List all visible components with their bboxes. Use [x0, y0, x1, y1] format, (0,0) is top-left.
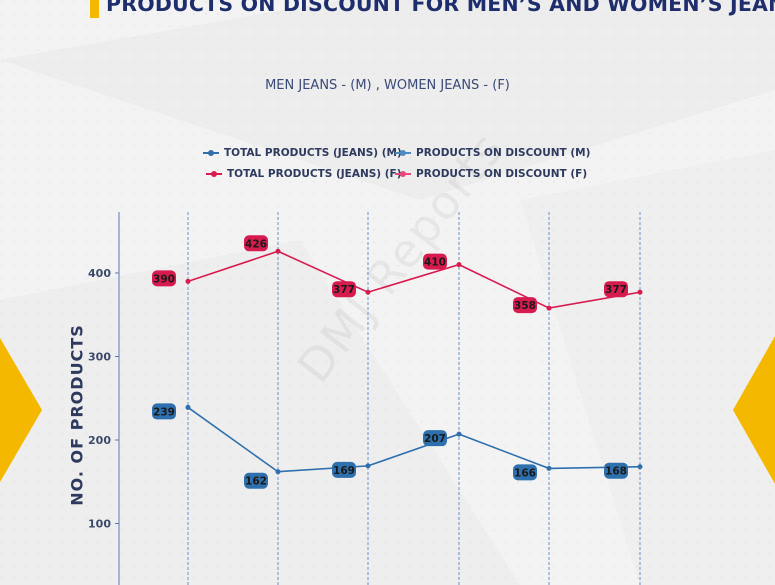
legend-label: TOTAL PRODUCTS (JEANS) (F) — [227, 168, 402, 180]
chart-title: PRODUCTS ON DISCOUNT FOR MEN’S AND WOMEN… — [106, 0, 775, 16]
left-accent-shape — [0, 338, 42, 482]
legend-item-men-total[interactable]: TOTAL PRODUCTS (JEANS) (M) — [203, 146, 402, 160]
data-label: 168 — [605, 466, 627, 478]
data-point — [185, 404, 191, 410]
right-accent-shape — [733, 336, 775, 484]
data-label-box — [423, 253, 447, 270]
legend-swatch — [206, 169, 222, 179]
legend-label: PRODUCTS ON DISCOUNT (M) — [416, 147, 591, 159]
legend-swatch — [203, 148, 219, 158]
data-point — [456, 262, 462, 268]
legend-item-women-discount[interactable]: PRODUCTS ON DISCOUNT (F) — [395, 167, 587, 181]
title-accent-bar — [90, 0, 99, 18]
data-label-box — [513, 464, 537, 481]
data-label: 377 — [333, 284, 355, 296]
data-label-box — [152, 270, 176, 287]
data-label: 169 — [333, 465, 355, 477]
data-point — [365, 463, 371, 469]
y-tick-label: 200 — [88, 434, 111, 447]
data-point — [275, 248, 281, 254]
data-point — [546, 305, 552, 311]
data-label-box — [604, 462, 628, 479]
data-point — [637, 464, 643, 470]
legend-label: PRODUCTS ON DISCOUNT (F) — [416, 168, 588, 180]
y-tick-label: 400 — [88, 267, 111, 280]
y-tick-label: 300 — [88, 351, 111, 364]
data-point — [456, 431, 462, 437]
data-label: 426 — [245, 238, 267, 250]
legend-swatch — [395, 148, 411, 158]
data-label-box — [332, 461, 356, 478]
chart-subtitle: MEN JEANS - (M) , WOMEN JEANS - (F) — [265, 78, 510, 93]
legend-item-women-total[interactable]: TOTAL PRODUCTS (JEANS) (F) — [206, 167, 402, 181]
data-label-box — [423, 430, 447, 447]
data-point — [546, 465, 552, 471]
data-label: 410 — [424, 257, 446, 269]
series-line-women — [187, 250, 641, 309]
y-tick-label: 100 — [88, 518, 111, 531]
legend-label: TOTAL PRODUCTS (JEANS) (M) — [224, 147, 402, 159]
data-label: 377 — [605, 284, 627, 296]
data-point — [637, 289, 643, 295]
data-point — [275, 469, 281, 475]
data-label-box — [244, 235, 268, 252]
series-line-men — [187, 406, 641, 473]
data-label-box — [332, 281, 356, 298]
data-label: 390 — [153, 273, 175, 285]
data-label: 239 — [153, 406, 175, 418]
data-label-box — [604, 281, 628, 298]
data-label: 358 — [514, 300, 536, 312]
data-label: 166 — [514, 467, 536, 479]
data-label-box — [244, 472, 268, 489]
data-label: 162 — [245, 476, 267, 488]
legend-swatch — [395, 169, 411, 179]
data-label: 207 — [424, 433, 446, 445]
data-label-box — [152, 403, 176, 420]
data-label-box — [513, 297, 537, 314]
data-point — [185, 278, 191, 284]
data-point — [365, 289, 371, 295]
legend-item-men-discount[interactable]: PRODUCTS ON DISCOUNT (M) — [395, 146, 590, 160]
